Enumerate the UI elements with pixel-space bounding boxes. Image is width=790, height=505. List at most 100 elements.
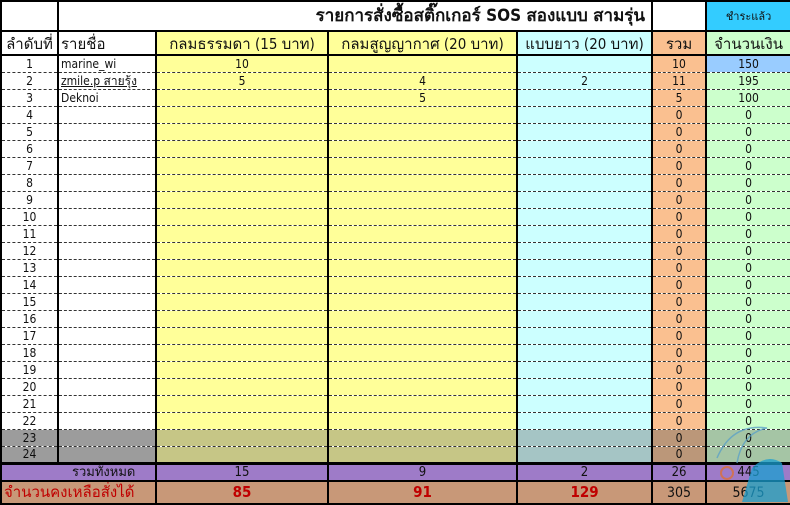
row-amount-cell[interactable]: 100 (705, 89, 790, 107)
row-amount-cell[interactable]: 0 (705, 378, 790, 396)
qty-round-regular-cell[interactable] (155, 259, 329, 277)
row-sum-cell[interactable]: 0 (651, 395, 708, 413)
qty-round-regular-cell[interactable] (155, 361, 329, 379)
customer-name-cell[interactable] (57, 208, 157, 226)
qty-round-vacuum-cell[interactable] (327, 446, 518, 464)
customer-name-cell[interactable] (57, 157, 157, 175)
qty-round-vacuum-cell[interactable]: 5 (327, 89, 518, 107)
row-amount-cell[interactable]: 0 (705, 157, 790, 175)
qty-round-regular-cell[interactable] (155, 446, 329, 464)
qty-long-cell[interactable] (515, 327, 654, 345)
customer-name-cell[interactable] (57, 191, 157, 209)
qty-round-vacuum-cell[interactable] (327, 412, 518, 430)
qty-long-cell[interactable] (515, 259, 654, 277)
qty-round-vacuum-cell[interactable] (327, 157, 518, 175)
header-round-vacuum[interactable]: กลมสูญญากาศ (20 บาท) (327, 31, 518, 56)
qty-round-regular-cell[interactable] (155, 242, 329, 260)
customer-name-cell[interactable] (57, 310, 157, 328)
qty-long-cell[interactable] (515, 395, 654, 413)
qty-long-cell[interactable] (515, 208, 654, 226)
customer-name-cell[interactable] (57, 225, 157, 243)
row-amount-cell[interactable]: 0 (705, 446, 790, 464)
row-amount-cell[interactable]: 0 (705, 208, 790, 226)
qty-round-regular-cell[interactable] (155, 378, 329, 396)
row-number-cell[interactable]: 17 (0, 327, 59, 345)
qty-round-vacuum-cell[interactable] (327, 293, 518, 311)
qty-round-vacuum-cell[interactable] (327, 208, 518, 226)
customer-name-cell[interactable]: Deknoi (57, 89, 157, 107)
row-amount-cell[interactable]: 0 (705, 123, 790, 141)
row-sum-cell[interactable]: 11 (651, 72, 708, 90)
row-sum-cell[interactable]: 0 (651, 293, 708, 311)
qty-round-vacuum-cell[interactable] (327, 123, 518, 141)
qty-round-vacuum-cell[interactable] (327, 344, 518, 362)
row-amount-cell[interactable]: 0 (705, 344, 790, 362)
remaining-row-amount[interactable]: 5675 (705, 481, 790, 505)
qty-round-vacuum-cell[interactable] (327, 106, 518, 124)
customer-name-cell[interactable] (57, 361, 157, 379)
qty-round-regular-cell[interactable] (155, 140, 329, 158)
qty-long-cell[interactable] (515, 191, 654, 209)
customer-name-cell[interactable] (57, 106, 157, 124)
remaining-row-c2[interactable]: 91 (327, 481, 518, 505)
qty-long-cell[interactable] (515, 446, 654, 464)
row-sum-cell[interactable]: 0 (651, 140, 708, 158)
row-number-cell[interactable]: 23 (0, 429, 59, 447)
remaining-row-c3[interactable]: 129 (515, 481, 654, 505)
row-amount-cell[interactable]: 0 (705, 327, 790, 345)
qty-round-regular-cell[interactable] (155, 174, 329, 192)
qty-long-cell[interactable] (515, 174, 654, 192)
row-number-cell[interactable]: 13 (0, 259, 59, 277)
row-amount-cell[interactable]: 0 (705, 412, 790, 430)
qty-long-cell[interactable] (515, 106, 654, 124)
customer-name-cell[interactable] (57, 378, 157, 396)
qty-long-cell[interactable] (515, 276, 654, 294)
customer-name-cell[interactable] (57, 395, 157, 413)
row-amount-cell[interactable]: 0 (705, 395, 790, 413)
row-amount-cell[interactable]: 195 (705, 72, 790, 90)
row-number-cell[interactable]: 6 (0, 140, 59, 158)
qty-long-cell[interactable] (515, 89, 654, 107)
row-number-cell[interactable]: 7 (0, 157, 59, 175)
blank-cell[interactable] (651, 0, 708, 32)
row-sum-cell[interactable]: 0 (651, 361, 708, 379)
row-sum-cell[interactable]: 0 (651, 429, 708, 447)
row-sum-cell[interactable]: 0 (651, 174, 708, 192)
paid-label[interactable]: ชำระแล้ว (705, 0, 790, 32)
customer-name-cell[interactable] (57, 429, 157, 447)
qty-round-regular-cell[interactable] (155, 276, 329, 294)
row-number-cell[interactable]: 15 (0, 293, 59, 311)
row-sum-cell[interactable]: 0 (651, 344, 708, 362)
qty-round-regular-cell[interactable] (155, 157, 329, 175)
row-sum-cell[interactable]: 0 (651, 225, 708, 243)
customer-name-cell[interactable] (57, 344, 157, 362)
qty-round-regular-cell[interactable]: 5 (155, 72, 329, 90)
header-amount[interactable]: จำนวนเงิน (705, 31, 790, 56)
row-amount-cell[interactable]: 0 (705, 293, 790, 311)
header-no[interactable]: ลำดับที่ (0, 31, 59, 56)
qty-round-regular-cell[interactable] (155, 123, 329, 141)
row-number-cell[interactable]: 14 (0, 276, 59, 294)
qty-long-cell[interactable] (515, 242, 654, 260)
customer-name-cell[interactable] (57, 327, 157, 345)
customer-name-cell[interactable] (57, 446, 157, 464)
qty-round-vacuum-cell[interactable] (327, 327, 518, 345)
row-number-cell[interactable]: 11 (0, 225, 59, 243)
customer-name-cell[interactable] (57, 412, 157, 430)
totals-row-c2[interactable]: 9 (327, 461, 518, 482)
remaining-row-label[interactable]: จำนวนคงเหลือสั่งได้ (0, 481, 157, 505)
customer-name-cell[interactable] (57, 276, 157, 294)
row-sum-cell[interactable]: 0 (651, 259, 708, 277)
totals-row-label[interactable]: รวมทั้งหมด (0, 461, 157, 482)
row-sum-cell[interactable]: 0 (651, 378, 708, 396)
qty-round-vacuum-cell[interactable] (327, 395, 518, 413)
row-amount-cell[interactable]: 0 (705, 191, 790, 209)
row-number-cell[interactable]: 22 (0, 412, 59, 430)
row-number-cell[interactable]: 20 (0, 378, 59, 396)
remaining-row-sum[interactable]: 305 (651, 481, 708, 505)
row-sum-cell[interactable]: 0 (651, 191, 708, 209)
row-number-cell[interactable]: 10 (0, 208, 59, 226)
row-amount-cell[interactable]: 0 (705, 259, 790, 277)
qty-round-regular-cell[interactable] (155, 89, 329, 107)
qty-round-vacuum-cell[interactable] (327, 242, 518, 260)
